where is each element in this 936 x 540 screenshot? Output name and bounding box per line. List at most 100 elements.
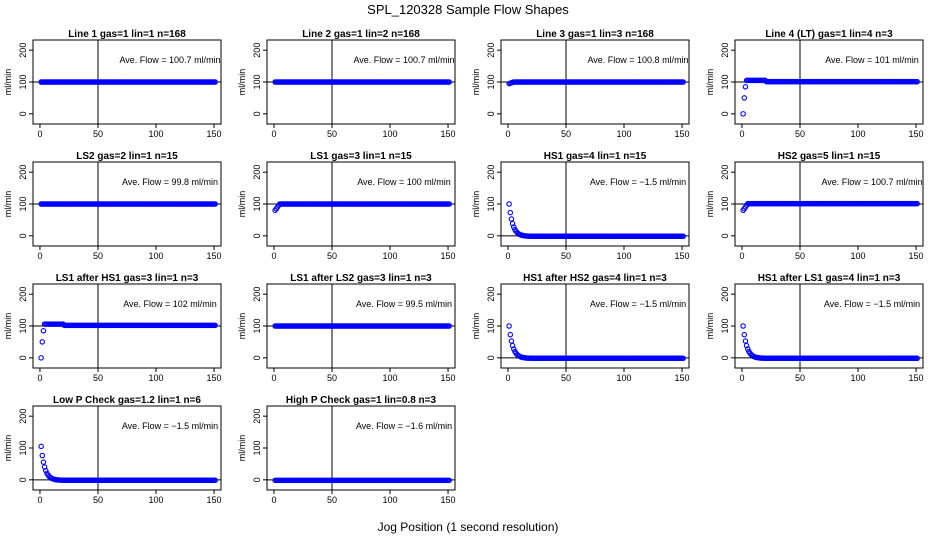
x-tick-label: 50: [795, 129, 805, 139]
data-point: [446, 79, 452, 85]
y-tick-label: 0: [252, 477, 262, 482]
chart-panel-6: LS1 gas=3 lin=1 n=15 0 50 100 150 0 100 200 ml/m…: [237, 151, 456, 261]
panel-title: Line 3 gas=1 lin=3 n=168: [536, 29, 654, 40]
y-tick-label: 100: [18, 74, 28, 89]
chart-panel-4: Line 4 (LT) gas=1 lin=4 n=3 0 50 100 150 0 100…: [705, 29, 924, 139]
x-tick-label: 100: [382, 373, 397, 383]
x-tick-label: 50: [561, 251, 571, 261]
x-tick-label: 100: [148, 129, 163, 139]
y-tick-label: 0: [18, 355, 28, 360]
y-tick-label: 100: [18, 318, 28, 333]
x-tick-label: 0: [271, 373, 276, 383]
x-tick-label: 150: [207, 495, 222, 505]
panel-grid: Line 1 gas=1 lin=1 n=168 0 50 100 150 0 100 200…: [3, 29, 924, 505]
data-point: [740, 111, 746, 117]
data-point: [212, 322, 218, 329]
chart-panel-13: Low P Check gas=1.2 lin=1 n=6 0 50 100 150 0 1…: [3, 395, 222, 505]
x-tick-label: 0: [505, 129, 510, 139]
x-tick-label: 100: [382, 251, 397, 261]
data-point: [914, 355, 920, 362]
y-axis-label: ml/min: [471, 69, 481, 96]
data-point: [741, 331, 748, 338]
x-tick-label: 50: [327, 495, 337, 505]
data-point: [914, 200, 920, 207]
y-tick-label: 0: [252, 111, 262, 116]
data-point: [39, 339, 46, 345]
x-tick-label: 0: [37, 373, 42, 383]
y-tick-label: 100: [720, 196, 730, 211]
x-tick-label: 150: [207, 373, 222, 383]
panel-title: HS1 after LS1 gas=4 lin=1 n=3: [758, 273, 901, 284]
data-point: [38, 443, 44, 450]
average-flow-annotation: Ave. Flow = 100.7 ml/min: [353, 55, 454, 65]
panel-title: High P Check gas=1 lin=0.8 n=3: [286, 395, 437, 406]
y-tick-label: 100: [252, 440, 262, 455]
average-flow-annotation: Ave. Flow = −1.5 ml/min: [590, 177, 686, 187]
x-tick-label: 0: [37, 251, 42, 261]
panel-title: LS1 after LS2 gas=3 lin=1 n=3: [290, 273, 432, 284]
chart-panel-3: Line 3 gas=1 lin=3 n=168 0 50 100 150 0 100 200…: [471, 29, 690, 139]
chart-panel-7: HS1 gas=4 lin=1 n=15 0 50 100 150 0 100 200 ml/m…: [471, 151, 690, 261]
data-point: [506, 323, 512, 329]
x-tick-label: 50: [327, 129, 337, 139]
y-tick-label: 0: [720, 111, 730, 116]
y-axis-label: ml/min: [705, 69, 715, 96]
x-tick-label: 150: [441, 129, 456, 139]
chart-panel-5: LS2 gas=2 lin=1 n=15 0 50 100 150 0 100 200 ml/m…: [3, 151, 222, 261]
data-point: [506, 201, 512, 207]
plot-frame: [500, 283, 690, 369]
x-tick-label: 150: [207, 251, 222, 261]
y-tick-label: 0: [720, 233, 730, 238]
x-tick-label: 100: [148, 251, 163, 261]
data-point: [212, 477, 218, 484]
data-point: [446, 477, 452, 484]
data-point: [212, 201, 218, 207]
y-axis-label: ml/min: [237, 191, 247, 218]
x-tick-label: 0: [271, 495, 276, 505]
x-tick-label: 150: [441, 373, 456, 383]
average-flow-annotation: Ave. Flow = 99.5 ml/min: [356, 299, 452, 309]
average-flow-annotation: Ave. Flow = 102 ml/min: [123, 299, 217, 309]
y-tick-label: 100: [720, 318, 730, 333]
y-tick-label: 200: [252, 287, 262, 302]
y-tick-label: 0: [252, 355, 262, 360]
y-axis-label: ml/min: [705, 191, 715, 218]
x-tick-label: 0: [271, 129, 276, 139]
x-tick-label: 0: [505, 373, 510, 383]
panel-title: LS1 gas=3 lin=1 n=15: [310, 151, 412, 162]
x-tick-label: 50: [93, 129, 103, 139]
data-point: [507, 331, 514, 338]
y-tick-label: 200: [18, 165, 28, 180]
plot-frame: [32, 405, 222, 491]
chart-panel-14: High P Check gas=1 lin=0.8 n=3 0 50 100 150 0…: [237, 395, 456, 505]
plot-frame: [500, 161, 690, 247]
data-point: [446, 201, 452, 207]
y-tick-label: 0: [720, 355, 730, 360]
data-point: [38, 355, 44, 361]
y-axis-label: ml/min: [471, 191, 481, 218]
x-tick-label: 50: [327, 373, 337, 383]
y-axis-label: ml/min: [3, 313, 13, 340]
x-tick-label: 50: [795, 251, 805, 261]
figure-x-label: Jog Position (1 second resolution): [378, 520, 559, 534]
x-tick-label: 100: [616, 373, 631, 383]
data-point: [680, 79, 686, 85]
data-point: [39, 452, 46, 459]
x-tick-label: 150: [675, 373, 690, 383]
y-tick-label: 200: [720, 165, 730, 180]
y-axis-label: ml/min: [237, 435, 247, 462]
y-tick-label: 200: [252, 43, 262, 58]
chart-panel-9: LS1 after HS1 gas=3 lin=1 n=3 0 50 100 150 0 1…: [3, 273, 222, 383]
x-tick-label: 0: [271, 251, 276, 261]
data-point: [508, 338, 515, 344]
y-tick-label: 200: [18, 409, 28, 424]
y-tick-label: 200: [486, 165, 496, 180]
x-tick-label: 100: [148, 495, 163, 505]
plot-frame: [266, 405, 456, 491]
x-tick-label: 100: [382, 495, 397, 505]
x-tick-label: 100: [616, 251, 631, 261]
x-tick-label: 100: [850, 129, 865, 139]
y-tick-label: 100: [252, 74, 262, 89]
x-tick-label: 150: [441, 251, 456, 261]
data-point: [509, 220, 516, 227]
